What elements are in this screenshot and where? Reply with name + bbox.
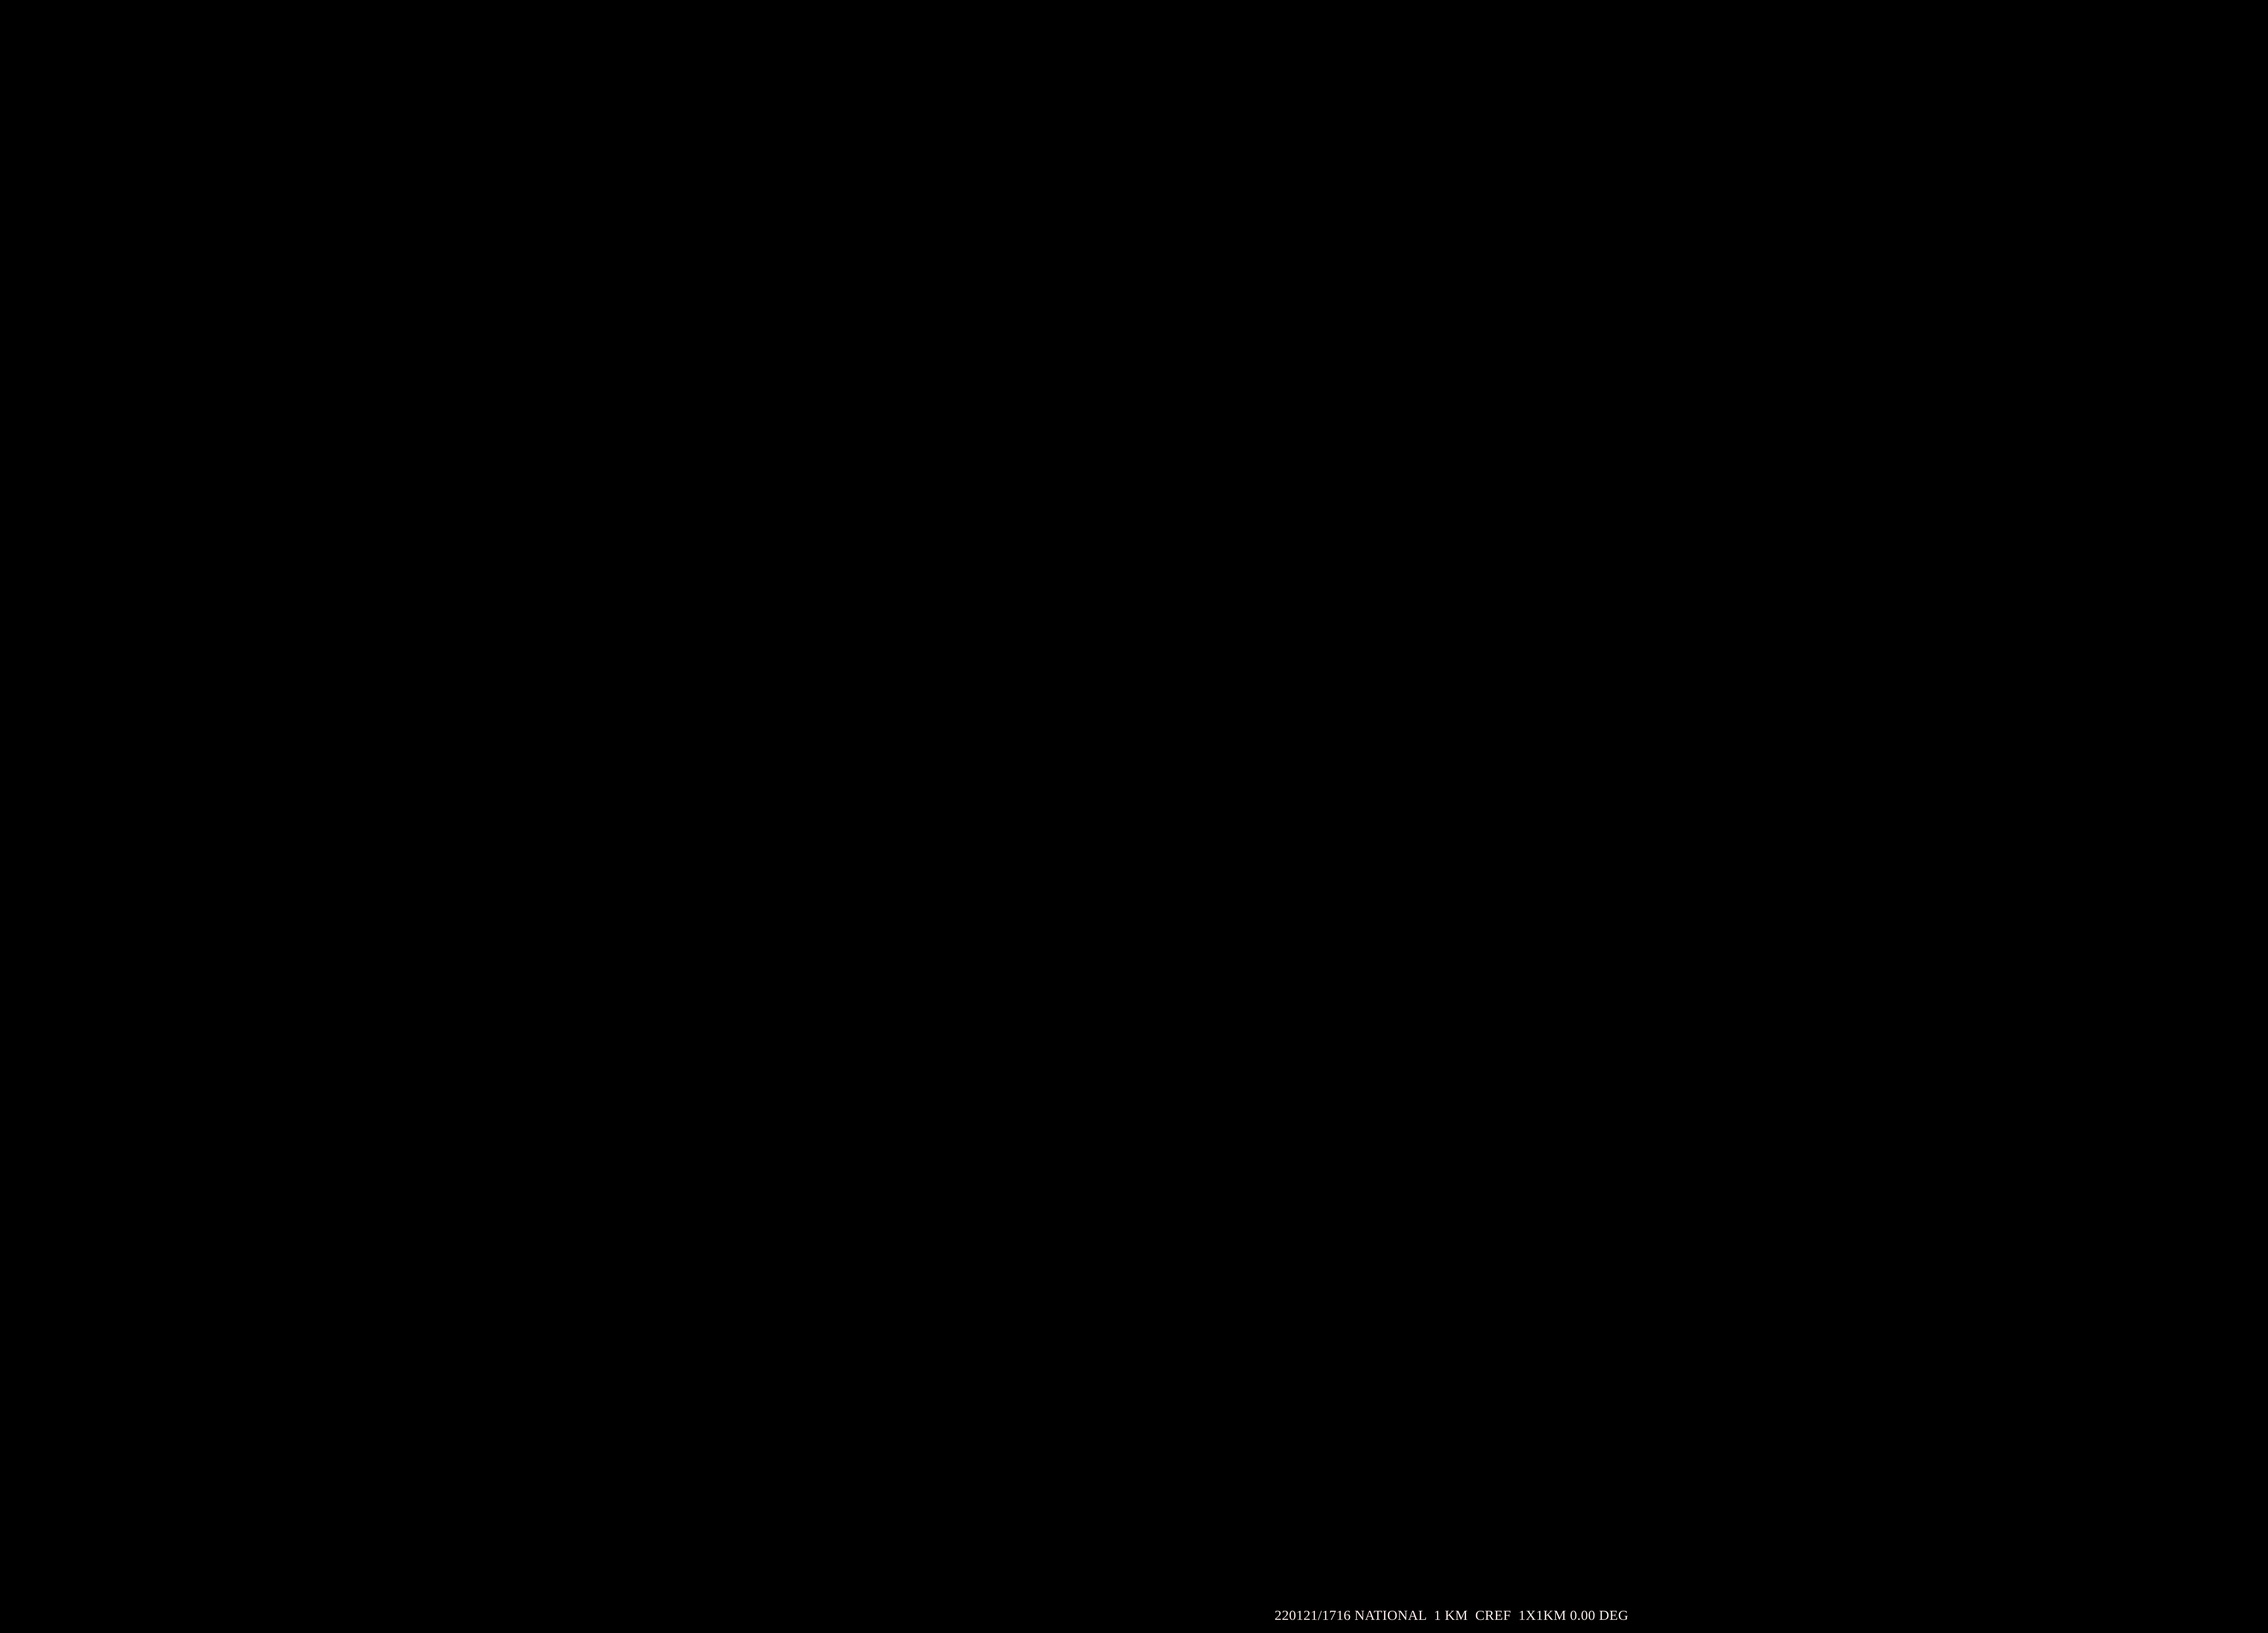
radar-mosaic-app: 220121/1716 NATIONAL 1 KM CREF 1X1KM 0.0… — [0, 0, 2268, 1633]
radar-reflectivity-map[interactable] — [0, 0, 2268, 1633]
reflectivity-raster[interactable] — [0, 0, 2268, 1633]
